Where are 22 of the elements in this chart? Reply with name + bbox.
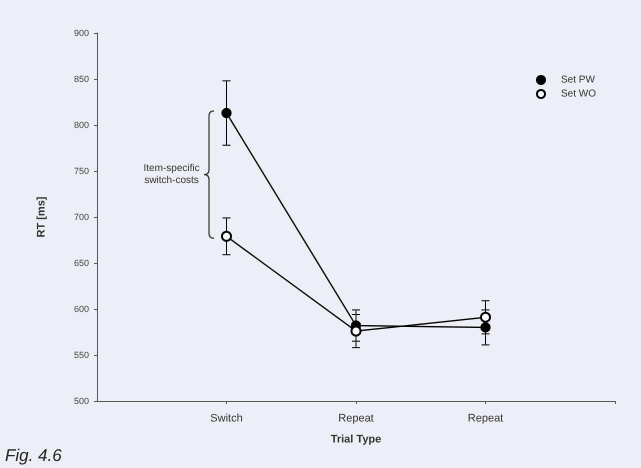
y-axis-title: RT [ms] [36, 196, 48, 238]
legend-label: Set PW [560, 74, 596, 86]
x-tick-label: Switch [210, 412, 243, 424]
annotation: Item-specific switch-costs [144, 162, 200, 187]
y-tick-label: 550 [74, 350, 89, 360]
y-tick-label: 900 [74, 28, 89, 38]
y-tick-label: 650 [74, 258, 89, 268]
x-axis-title: Trial Type [330, 434, 382, 446]
x-tick-label: Repeat [468, 412, 504, 424]
y-tick-label: 750 [74, 166, 89, 176]
x-tick-label: Repeat [338, 412, 374, 424]
point [221, 108, 232, 118]
y-tick-label: 500 [74, 396, 89, 406]
y-tick-label: 600 [74, 304, 89, 314]
point [480, 312, 491, 323]
y-tick-label: 700 [74, 212, 89, 222]
point [480, 322, 491, 332]
point [221, 230, 232, 242]
y-tick-label: 800 [74, 120, 89, 130]
caption: Fig. 4.6 [5, 446, 62, 465]
legend-label: Set WO [560, 88, 596, 100]
y-tick-label: 850 [74, 74, 89, 84]
